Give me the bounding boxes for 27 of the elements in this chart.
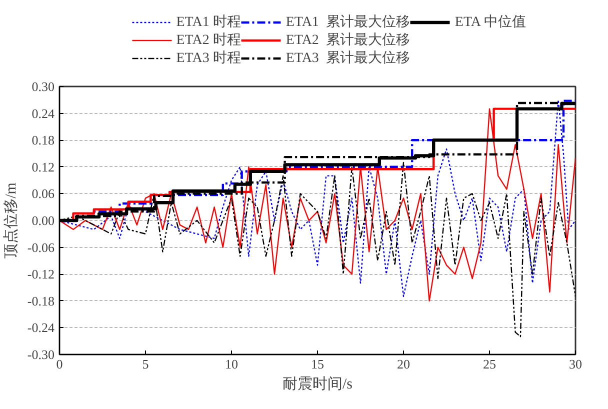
legend-label: ETA1 累计最大位移 [286,14,410,31]
legend-label: ETA3 时程 [176,50,241,67]
y-tick-label: 0.00 [32,213,54,228]
y-axis-title: 顶点位移/m [2,182,20,258]
legend-label: ETA2 累计最大位移 [286,32,410,49]
y-tick-label: -0.30 [27,347,55,362]
x-tick-label: 30 [569,356,582,372]
x-tick-label: 5 [142,356,149,372]
legend-label: ETA1 时程 [176,14,241,31]
y-tick-label: -0.06 [27,240,55,255]
y-tick-label: 0.06 [32,186,55,202]
y-tick-label: -0.18 [27,293,55,308]
legend-label: ETA3 累计最大位移 [286,50,410,67]
y-tick-label: 0.12 [32,159,54,174]
x-tick-label: 10 [225,356,238,372]
legend-label: ETA 中位值 [454,14,526,31]
x-tick-label: 25 [483,356,496,372]
y-tick-label: 0.24 [32,106,55,121]
x-tick-label: 20 [397,356,410,372]
x-tick-label: 0 [56,356,63,372]
x-axis-title: 耐震时间/s [282,376,353,392]
y-tick-label: 0.18 [32,132,54,148]
x-tick-label: 15 [311,356,324,372]
legend-label: ETA2 时程 [176,32,241,49]
y-tick-label: 0.30 [32,79,54,94]
y-tick-label: -0.24 [27,320,55,336]
y-tick-label: -0.12 [27,266,55,282]
